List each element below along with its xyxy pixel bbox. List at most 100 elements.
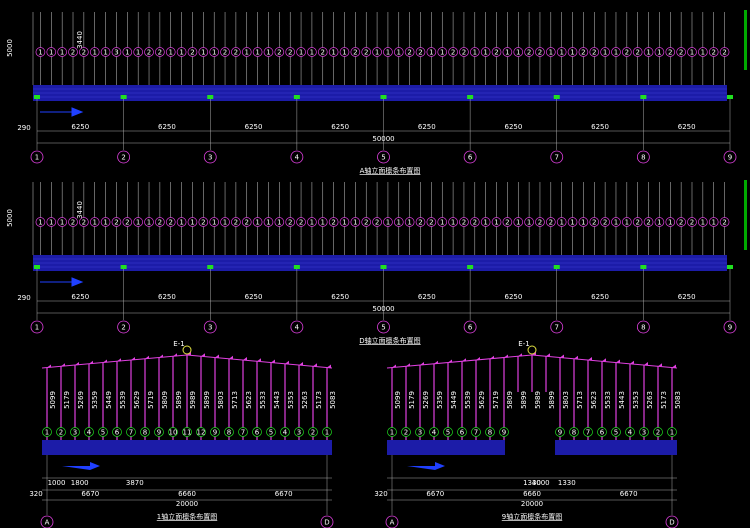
purlin-tag	[350, 47, 361, 57]
total-dim: 20000	[176, 500, 198, 508]
purlin-tag	[144, 217, 154, 227]
height-dim: 5629	[478, 391, 486, 409]
purlin-label: 12	[197, 429, 206, 437]
axis-label: 4	[295, 154, 300, 162]
purlin-tick	[504, 354, 508, 358]
purlin-label: 1	[581, 219, 585, 227]
purlin-tag	[485, 427, 495, 437]
axis-label: 2	[121, 324, 125, 332]
purlin-label: 1	[103, 49, 107, 57]
purlin-label: 1	[92, 219, 96, 227]
purlin-label: 1	[49, 49, 53, 57]
purlin-tag	[437, 217, 448, 227]
purlin-tag	[567, 47, 578, 57]
purlin-label: 10	[169, 429, 178, 437]
purlin-label: 1	[625, 219, 629, 227]
purlin-label: 6	[460, 429, 465, 437]
purlin-tag	[274, 47, 285, 57]
purlin-tick	[560, 354, 564, 358]
purlin-label: 1	[179, 49, 183, 57]
purlin-label: 7	[241, 429, 245, 437]
purlin-tag	[155, 217, 165, 227]
height-dim: 5173	[660, 391, 668, 409]
bay-dim: 6250	[505, 293, 523, 301]
purlin-tag	[469, 217, 480, 227]
dim: 6670	[620, 490, 638, 498]
axis-bubble	[636, 320, 650, 334]
axis-bubble	[385, 515, 399, 528]
purlin-tag	[719, 47, 730, 57]
arrow	[40, 107, 84, 117]
axis-label: 7	[555, 324, 559, 332]
arrow	[62, 462, 100, 470]
purlin-label: 1	[559, 219, 563, 227]
purlin-tick	[117, 358, 121, 362]
purlin-tag	[491, 217, 502, 227]
column-mark	[120, 95, 127, 99]
purlin-label: 2	[538, 49, 542, 57]
sub-height-dim: 3440	[76, 201, 84, 219]
purlin-tag	[625, 427, 635, 437]
purlin-tag	[322, 427, 332, 437]
purlin-label: 2	[59, 429, 63, 437]
column-mark	[467, 265, 474, 269]
purlin-tag	[457, 427, 467, 437]
purlin-label: 8	[572, 429, 576, 437]
purlin-label: 1	[310, 49, 314, 57]
purlin-tag	[122, 217, 133, 227]
purlin-label: 1	[342, 49, 346, 57]
purlin-tag	[68, 217, 78, 227]
axis-bubble	[723, 320, 737, 334]
purlin-label: 1	[299, 49, 303, 57]
height-dim: 5539	[464, 391, 472, 409]
purlin-label: 2	[603, 219, 607, 227]
purlin-tag	[111, 47, 122, 57]
height-dim: 5899	[203, 391, 211, 409]
height-dim: 5809	[161, 391, 169, 409]
purlin-tag	[556, 217, 567, 227]
purlin-label: 2	[82, 219, 86, 227]
purlin-tag	[578, 217, 589, 227]
purlin-tag	[339, 47, 350, 57]
height-dim: 5449	[105, 391, 113, 409]
purlin-label: 4	[432, 429, 437, 437]
bay-dim: 6250	[71, 123, 89, 131]
axis-label: 6	[468, 324, 473, 332]
axis-bubble	[723, 150, 737, 164]
purlin-label: 2	[82, 49, 86, 57]
purlin-tag	[79, 47, 89, 57]
purlin-label: 2	[549, 219, 553, 227]
purlin-label: 2	[418, 219, 422, 227]
purlin-tag	[263, 47, 274, 57]
height-dim: 5899	[175, 391, 183, 409]
sub-height-dim: 3440	[76, 31, 84, 49]
purlin-tag	[480, 217, 491, 227]
purlin-tick	[420, 362, 424, 366]
dim-small: 1330	[523, 479, 541, 487]
purlin-tag	[426, 47, 437, 57]
purlin-label: 1	[668, 219, 672, 227]
purlin-label: 1	[429, 49, 433, 57]
purlin-tick	[588, 357, 592, 361]
purlin-label: 1	[136, 49, 140, 57]
purlin-tag	[665, 47, 676, 57]
purlin-tag	[176, 47, 187, 57]
purlin-tag	[372, 47, 382, 57]
height-dim: 5623	[590, 391, 598, 409]
purlin-tag	[224, 427, 234, 437]
purlin-tag	[665, 217, 676, 227]
purlin-tick	[630, 360, 634, 364]
purlin-tag	[632, 217, 643, 227]
purlin-tick	[658, 363, 662, 367]
axis-bubble	[290, 150, 304, 164]
purlin-label: 1	[255, 219, 259, 227]
purlin-label: 1	[353, 219, 357, 227]
axis-label: 2	[121, 154, 125, 162]
purlin-tag	[643, 217, 654, 227]
purlin-label: 1	[245, 49, 249, 57]
purlin-tick	[229, 355, 233, 359]
door-gap	[505, 440, 555, 455]
purlin-label: 2	[635, 219, 639, 227]
purlin-label: 2	[234, 219, 238, 227]
purlin-tag	[252, 427, 262, 437]
